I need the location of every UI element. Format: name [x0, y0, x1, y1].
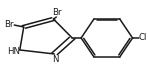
Text: N: N: [53, 55, 59, 64]
Text: Cl: Cl: [139, 33, 147, 43]
Text: Br: Br: [4, 20, 14, 29]
Text: Br: Br: [52, 8, 62, 17]
Text: HN: HN: [7, 47, 20, 56]
